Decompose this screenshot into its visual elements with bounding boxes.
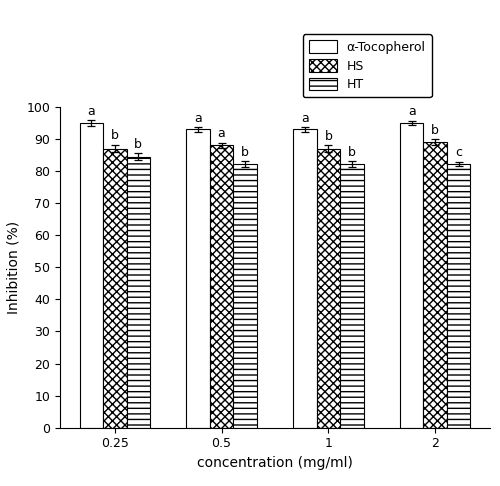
Bar bbox=[293, 129, 316, 428]
Bar bbox=[424, 142, 447, 428]
Text: c: c bbox=[455, 146, 462, 159]
X-axis label: concentration (mg/ml): concentration (mg/ml) bbox=[197, 456, 353, 470]
Text: b: b bbox=[134, 138, 142, 151]
Text: a: a bbox=[194, 112, 202, 124]
Text: b: b bbox=[241, 146, 249, 159]
Text: b: b bbox=[348, 146, 356, 159]
Bar bbox=[103, 149, 126, 428]
Bar bbox=[186, 129, 210, 428]
Text: a: a bbox=[218, 127, 226, 140]
Text: a: a bbox=[408, 105, 416, 118]
Bar bbox=[234, 164, 257, 428]
Bar bbox=[340, 164, 363, 428]
Text: b: b bbox=[324, 130, 332, 143]
Text: b: b bbox=[111, 129, 118, 142]
Text: b: b bbox=[432, 124, 439, 137]
Bar bbox=[400, 123, 423, 428]
Bar bbox=[316, 149, 340, 428]
Bar bbox=[447, 164, 470, 428]
Bar bbox=[80, 123, 103, 428]
Bar bbox=[210, 145, 234, 428]
Text: a: a bbox=[301, 112, 309, 124]
Text: a: a bbox=[88, 105, 95, 118]
Bar bbox=[126, 156, 150, 428]
Legend: α-Tocopherol, HS, HT: α-Tocopherol, HS, HT bbox=[303, 34, 432, 98]
Y-axis label: Inhibition (%): Inhibition (%) bbox=[7, 221, 21, 314]
